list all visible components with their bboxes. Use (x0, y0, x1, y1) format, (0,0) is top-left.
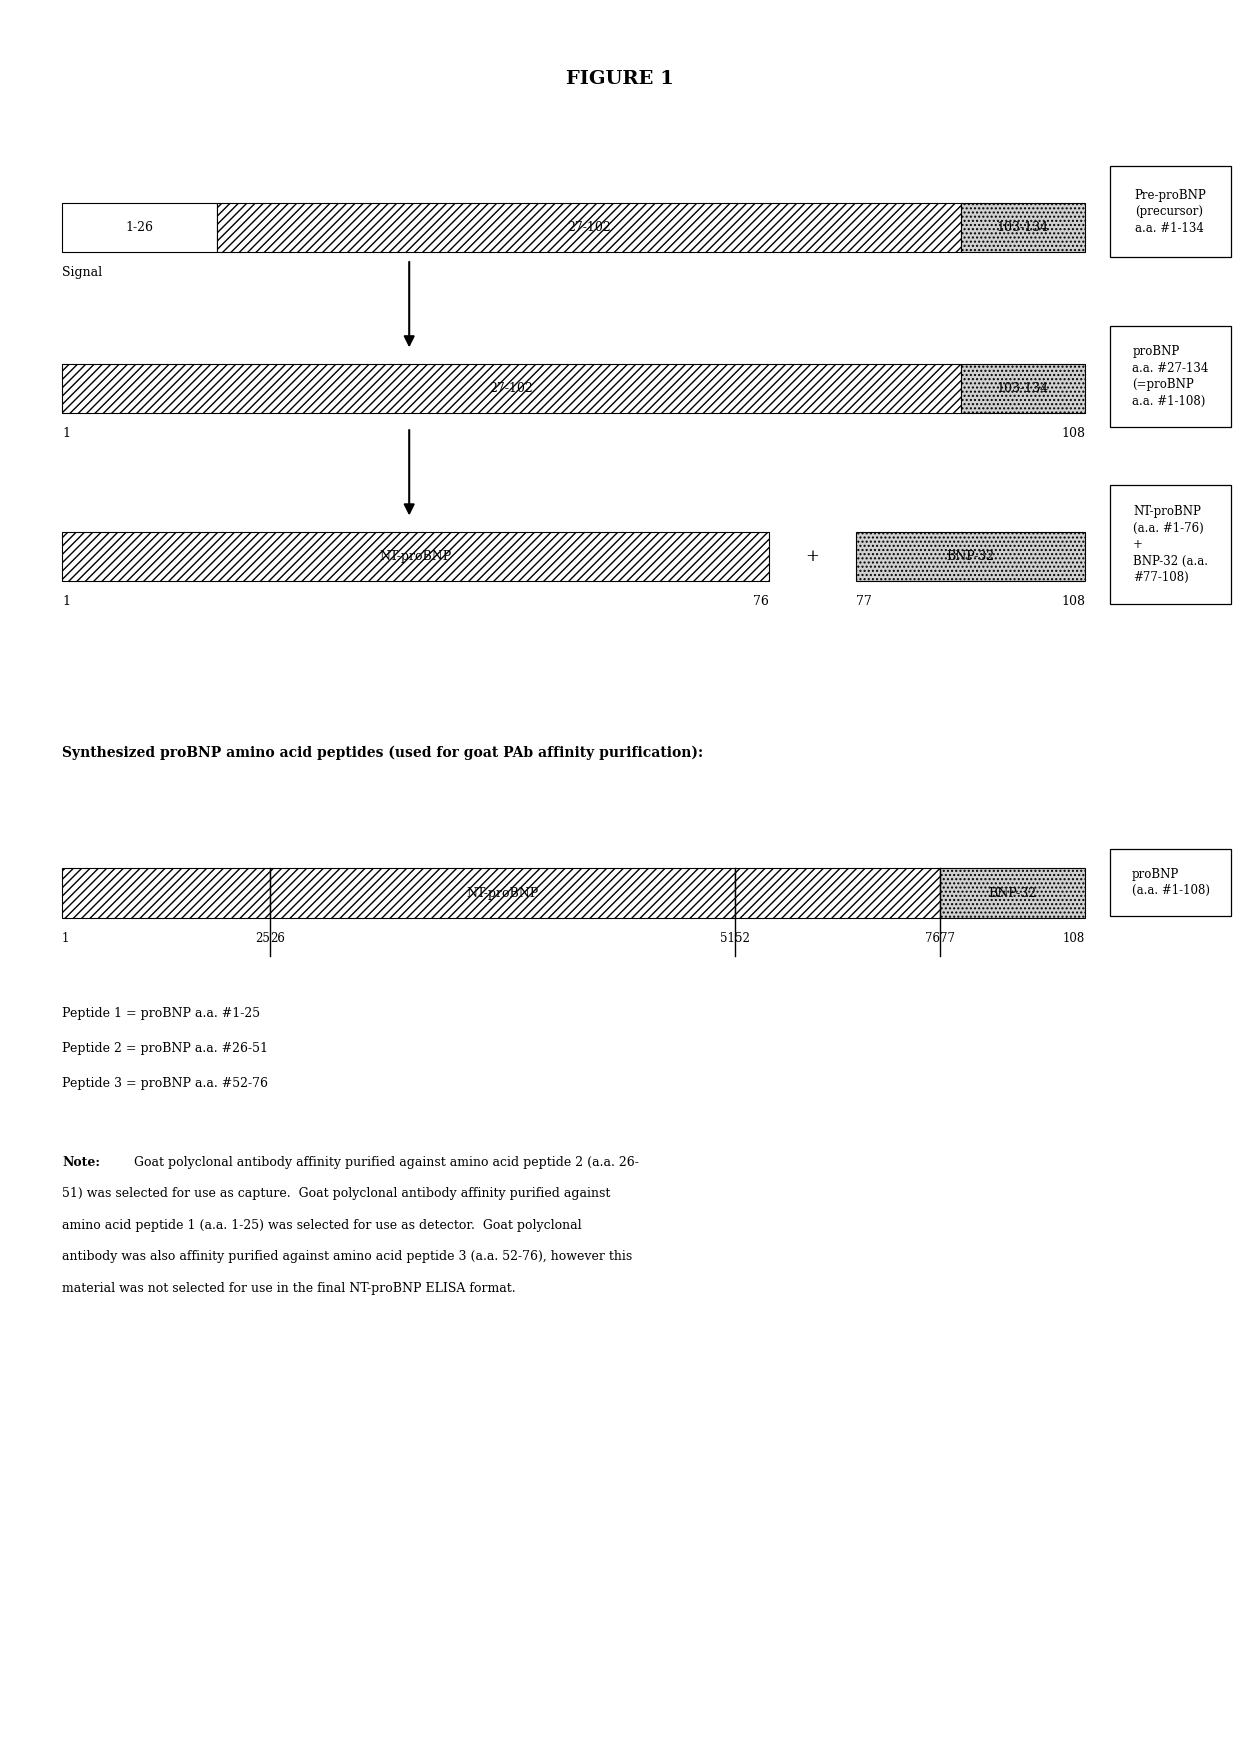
Text: amino acid peptide 1 (a.a. 1-25) was selected for use as detector.  Goat polyclo: amino acid peptide 1 (a.a. 1-25) was sel… (62, 1219, 582, 1231)
Bar (270, 868, 735, 918)
Text: 108: 108 (1061, 427, 1085, 440)
Text: Peptide 2 = proBNP a.a. #26-51: Peptide 2 = proBNP a.a. #26-51 (62, 1042, 268, 1054)
Bar (1110, 849, 1231, 916)
Bar (217, 203, 961, 252)
Text: 77: 77 (940, 932, 955, 944)
Text: 76: 76 (753, 595, 769, 608)
Text: 51) was selected for use as capture.  Goat polyclonal antibody affinity purified: 51) was selected for use as capture. Goa… (62, 1187, 610, 1199)
Bar (62, 364, 961, 413)
Text: 1-26: 1-26 (125, 221, 154, 235)
Text: 51: 51 (720, 932, 735, 944)
Text: material was not selected for use in the final NT-proBNP ELISA format.: material was not selected for use in the… (62, 1282, 516, 1294)
Text: 27-102: 27-102 (567, 221, 611, 235)
Text: FIGURE 1: FIGURE 1 (567, 70, 673, 88)
Bar (961, 203, 1085, 252)
Text: 103-134: 103-134 (997, 382, 1049, 396)
Text: Peptide 1 = proBNP a.a. #1-25: Peptide 1 = proBNP a.a. #1-25 (62, 1007, 260, 1019)
Text: Note:: Note: (62, 1156, 100, 1168)
Bar (1110, 166, 1231, 257)
Bar (1110, 326, 1231, 427)
Bar (961, 364, 1085, 413)
Text: 25: 25 (255, 932, 270, 944)
Bar (62, 868, 270, 918)
Text: Peptide 3 = proBNP a.a. #52-76: Peptide 3 = proBNP a.a. #52-76 (62, 1077, 268, 1089)
Text: NT-proBNP
(a.a. #1-76)
+
BNP-32 (a.a.
#77-108): NT-proBNP (a.a. #1-76) + BNP-32 (a.a. #7… (1133, 504, 1208, 585)
Text: 1: 1 (62, 932, 69, 944)
Text: 108: 108 (1061, 595, 1085, 608)
Bar (735, 868, 940, 918)
Text: NT-proBNP: NT-proBNP (466, 886, 539, 900)
Text: 26: 26 (270, 932, 285, 944)
Text: 77: 77 (856, 595, 872, 608)
Text: 76: 76 (925, 932, 940, 944)
Text: Goat polyclonal antibody affinity purified against amino acid peptide 2 (a.a. 26: Goat polyclonal antibody affinity purifi… (126, 1156, 640, 1168)
Bar (856, 532, 1085, 581)
Text: BNP-32: BNP-32 (988, 886, 1037, 900)
Text: 1: 1 (62, 595, 69, 608)
Bar (940, 868, 1085, 918)
Text: antibody was also affinity purified against amino acid peptide 3 (a.a. 52-76), h: antibody was also affinity purified agai… (62, 1250, 632, 1262)
Text: 108: 108 (1063, 932, 1085, 944)
Text: NT-proBNP: NT-proBNP (379, 550, 451, 564)
Text: proBNP
a.a. #27-134
(=proBNP
a.a. #1-108): proBNP a.a. #27-134 (=proBNP a.a. #1-108… (1132, 345, 1209, 408)
Text: Synthesized proBNP amino acid peptides (used for goat PAb affinity purification): Synthesized proBNP amino acid peptides (… (62, 746, 703, 760)
Bar (62, 203, 217, 252)
Text: +: + (805, 548, 820, 566)
Text: Signal: Signal (62, 266, 102, 278)
Bar (62, 532, 769, 581)
Text: 52: 52 (735, 932, 750, 944)
Text: 27-102: 27-102 (490, 382, 533, 396)
Text: 103-134: 103-134 (997, 221, 1049, 235)
Bar (1110, 485, 1231, 604)
Text: 1: 1 (62, 427, 69, 440)
Text: Pre-proBNP
(precursor)
a.a. #1-134: Pre-proBNP (precursor) a.a. #1-134 (1135, 189, 1207, 235)
Text: proBNP
(a.a. #1-108): proBNP (a.a. #1-108) (1132, 868, 1209, 897)
Text: BNP-32: BNP-32 (946, 550, 994, 564)
